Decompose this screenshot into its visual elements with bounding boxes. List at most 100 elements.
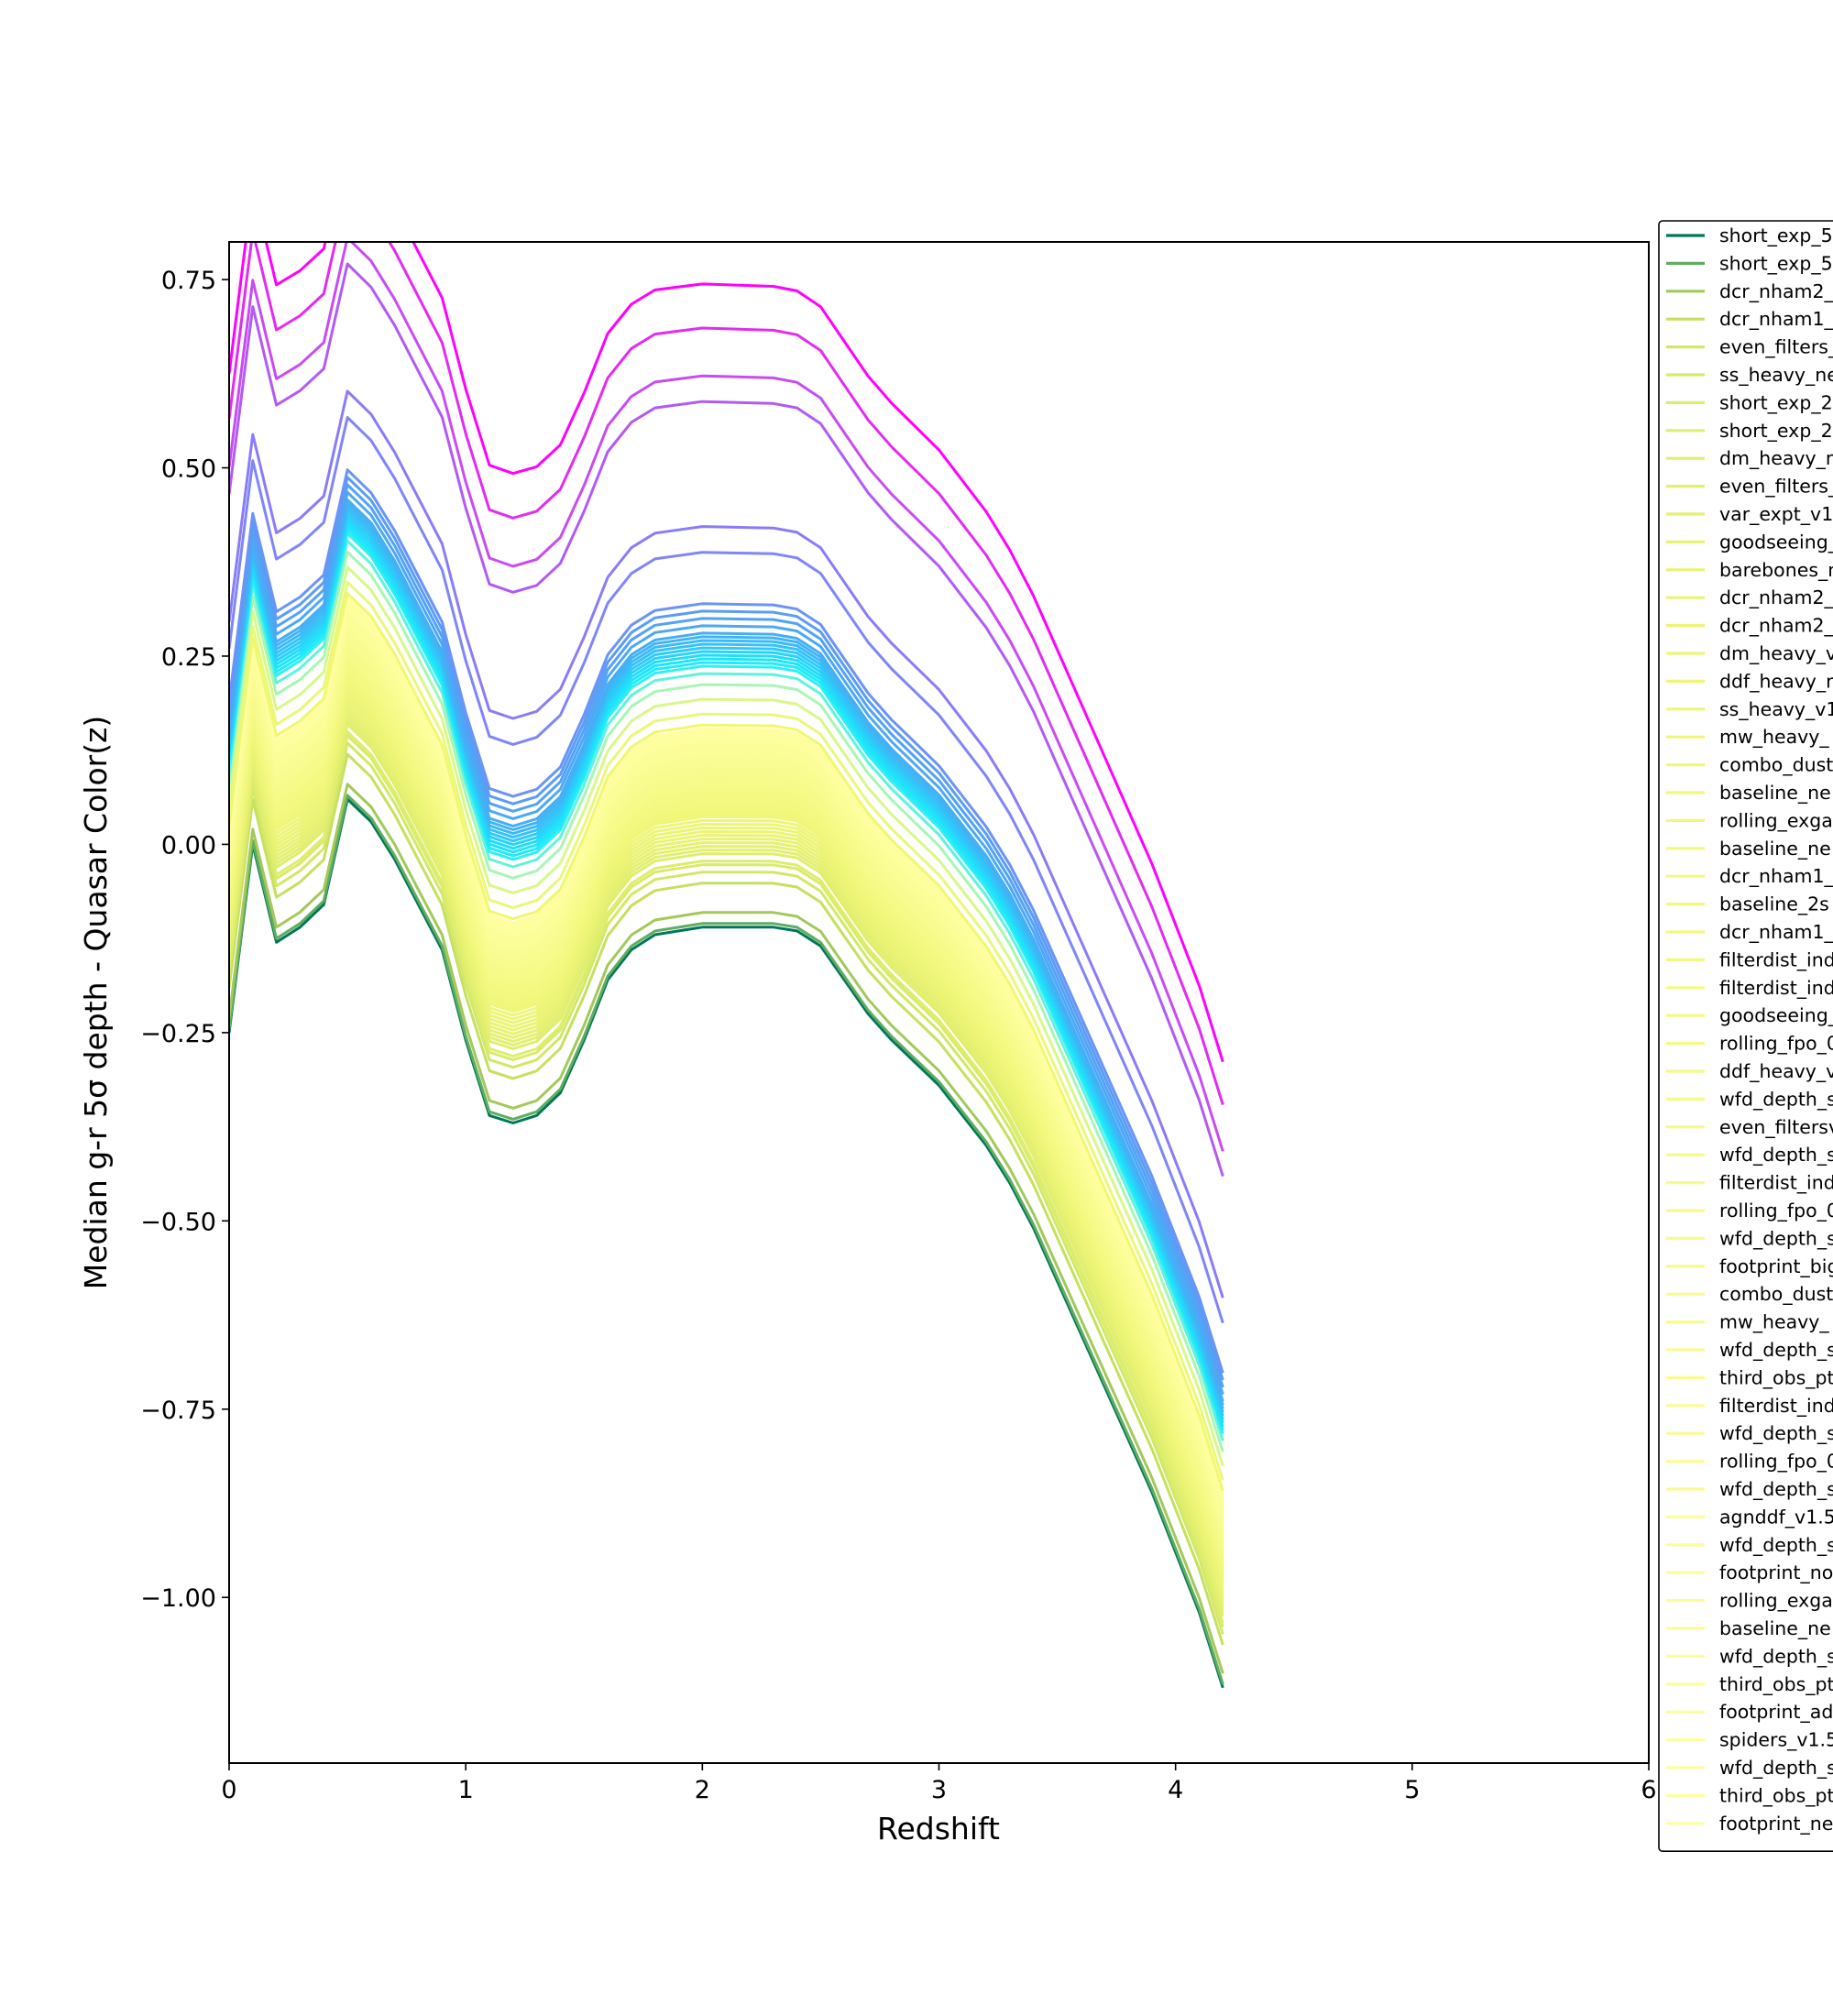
series-line	[229, 262, 1224, 1178]
legend-label: rolling_fpo_0	[1719, 1451, 1833, 1474]
legend-entry: mw_heavy_	[1666, 1311, 1829, 1334]
legend-entry: even_filters_	[1666, 336, 1833, 359]
legend-label: rolling_exga	[1719, 1590, 1833, 1613]
legend-label: dcr_nham1_	[1719, 921, 1833, 944]
legend-entry: dcr_nham1_	[1666, 865, 1833, 888]
legend-entry: short_exp_2	[1666, 391, 1833, 414]
legend-entry: goodseeing_	[1666, 531, 1833, 553]
legend-label: third_obs_pt	[1719, 1673, 1833, 1696]
legend-label: barebones_n	[1719, 559, 1833, 582]
legend-entry: goodseeing_	[1666, 1004, 1833, 1027]
series-line	[229, 704, 1224, 1599]
legend-label: wfd_depth_s	[1719, 1757, 1833, 1780]
legend-label: filterdist_ind	[1719, 1395, 1833, 1418]
legend-label: baseline_2s	[1719, 893, 1829, 916]
legend-label: var_expt_v1	[1719, 503, 1833, 526]
series-line	[229, 693, 1224, 1588]
legend-label: footprint_no	[1719, 1561, 1833, 1584]
legend-label: combo_dust	[1719, 1283, 1833, 1306]
legend-entry: filterdist_ind	[1666, 977, 1833, 1000]
legend-label: goodseeing_	[1719, 531, 1833, 553]
series-line	[229, 797, 1224, 1689]
legend-entry: barebones_n	[1666, 559, 1833, 582]
series-line	[229, 783, 1224, 1674]
legend-entry: dcr_nham1_	[1666, 921, 1833, 944]
legend-entry: wfd_depth_s	[1666, 1422, 1833, 1445]
y-tick-label: 0.75	[161, 267, 216, 295]
legend-label: wfd_depth_s	[1719, 1534, 1833, 1557]
series-line	[229, 506, 1224, 1409]
legend-label: third_obs_pt	[1719, 1784, 1833, 1807]
series-line	[229, 242, 1224, 1106]
legend-label: short_exp_2	[1719, 391, 1833, 414]
series-line	[229, 580, 1224, 1481]
x-tick-label: 6	[1641, 1776, 1656, 1804]
legend-label: wfd_depth_s	[1719, 1227, 1833, 1250]
legend-entry: wfd_depth_s	[1666, 1144, 1833, 1167]
legend-entry: wfd_depth_s	[1666, 1227, 1833, 1250]
legend-entry: short_exp_2	[1666, 420, 1833, 443]
legend-entry: combo_dust	[1666, 1283, 1833, 1306]
legend-entry: spiders_v1.5	[1666, 1729, 1833, 1752]
legend-label: goodseeing_	[1719, 1004, 1833, 1027]
legend-label: wfd_depth_s	[1719, 1422, 1833, 1445]
x-axis: 0 1 2 3 4 5 6	[221, 1763, 1657, 1804]
legend-label: wfd_depth_s	[1719, 1144, 1833, 1167]
legend-entry: rolling_exga	[1666, 1590, 1833, 1613]
legend-entry: rolling_fpo_0	[1666, 1200, 1833, 1222]
series-line	[229, 517, 1224, 1420]
legend-entry: rolling_fpo_0	[1666, 1033, 1833, 1056]
legend-entry: mw_heavy_	[1666, 726, 1829, 749]
series-line	[229, 468, 1224, 1374]
legend-label: dcr_nham1_	[1719, 865, 1833, 888]
x-tick-label: 2	[695, 1776, 710, 1804]
legend-label: combo_dust	[1719, 754, 1833, 777]
series-line	[229, 509, 1224, 1413]
y-axis-label: Median g-r 5σ depth - Quasar Color(z)	[78, 716, 114, 1290]
legend-label: short_exp_2	[1719, 420, 1833, 443]
legend-entry: dcr_nham2_	[1666, 280, 1833, 303]
legend-entry: third_obs_pt	[1666, 1366, 1833, 1389]
series-line	[229, 476, 1224, 1381]
series-line	[229, 524, 1224, 1428]
y-tick-label: −1.00	[140, 1584, 216, 1613]
series-line	[229, 565, 1224, 1467]
series-line	[229, 242, 1224, 1063]
y-tick-label: −0.25	[140, 1020, 216, 1048]
legend-entry: filterdist_ind	[1666, 948, 1833, 971]
legend-entry: wfd_depth_s	[1666, 1645, 1833, 1668]
legend-entry: wfd_depth_s	[1666, 1534, 1833, 1557]
legend-entry: even_filters_	[1666, 476, 1833, 499]
series-line	[229, 483, 1224, 1388]
legend-label: third_obs_pt	[1719, 1366, 1833, 1389]
series-line	[229, 734, 1224, 1627]
legend-entry: footprint_ne	[1666, 1813, 1833, 1835]
legend-entry: footprint_big	[1666, 1255, 1833, 1278]
legend-entry: filterdist_ind	[1666, 1395, 1833, 1418]
legend-label: mw_heavy_	[1719, 1311, 1829, 1334]
legend-entry: filterdist_ind	[1666, 1172, 1833, 1195]
y-axis: 0.75 0.50 0.25 0.00 −0.25 −0.50 −0.75 −1.00	[140, 267, 229, 1613]
series-line	[229, 539, 1224, 1441]
series-line	[229, 389, 1224, 1298]
y-tick-label: 0.25	[161, 643, 216, 672]
series-line	[229, 596, 1224, 1496]
legend-entry: baseline_ne	[1666, 838, 1831, 860]
legend-entry: baseline_ne	[1666, 1617, 1831, 1640]
legend-entry: wfd_depth_s	[1666, 1088, 1833, 1111]
series-line	[229, 498, 1224, 1402]
legend-label: filterdist_ind	[1719, 948, 1833, 971]
legend-label: baseline_ne	[1719, 1617, 1831, 1640]
legend-label: short_exp_5	[1719, 225, 1833, 247]
x-tick-label: 4	[1168, 1776, 1183, 1804]
series-line	[229, 700, 1224, 1595]
x-tick-label: 1	[458, 1776, 474, 1804]
legend-entry: baseline_ne	[1666, 782, 1831, 805]
legend-label: even_filters_	[1719, 476, 1833, 499]
legend-label: rolling_exga	[1719, 809, 1833, 832]
legend-label: ss_heavy_ne	[1719, 364, 1833, 387]
series-line	[229, 242, 1224, 1152]
legend-entry: dcr_nham2_	[1666, 615, 1833, 638]
series-line	[229, 752, 1224, 1646]
legend-entry: ddf_heavy_v	[1666, 1060, 1833, 1083]
